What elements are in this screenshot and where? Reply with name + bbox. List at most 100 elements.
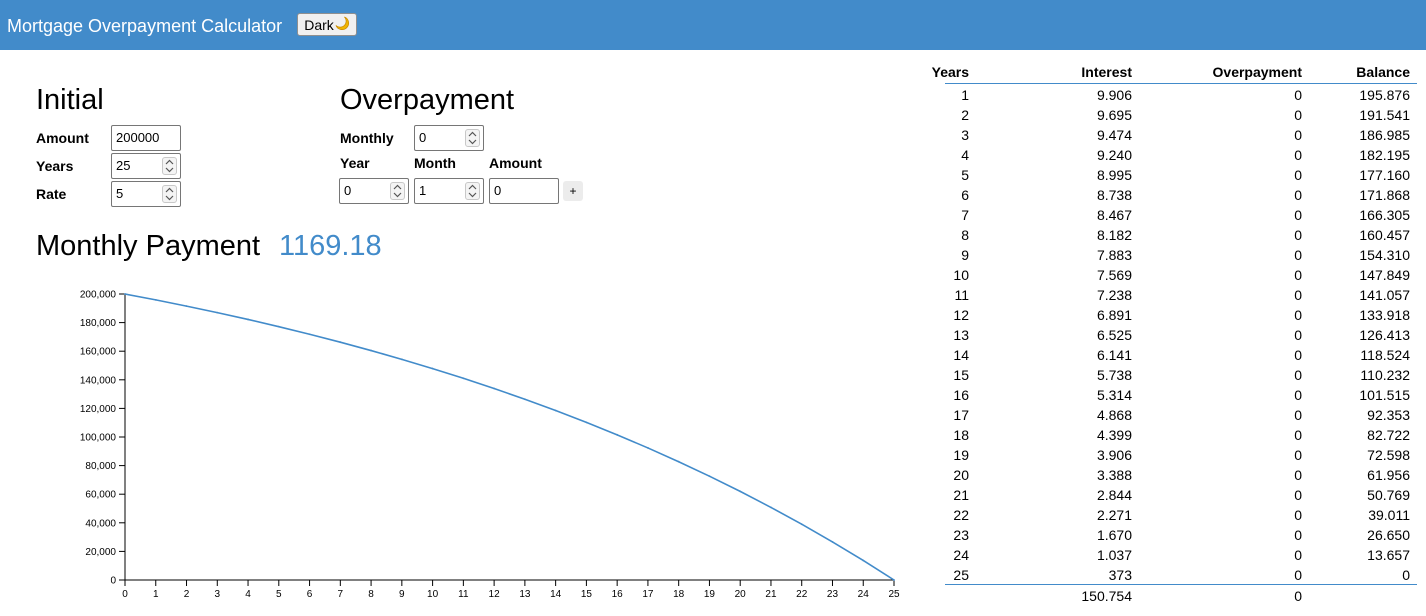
row-balance: 171.868 bbox=[1359, 187, 1410, 203]
row-years: 21 bbox=[953, 487, 969, 503]
table-row: 15 5.738 0 110.232 bbox=[945, 364, 1417, 384]
monthly-overpayment-input[interactable]: 0 bbox=[414, 125, 484, 151]
x-tick-label: 21 bbox=[765, 589, 777, 600]
y-tick-label: 140,000 bbox=[80, 375, 117, 386]
row-overpayment: 0 bbox=[1294, 127, 1302, 143]
overpayment-amount-value: 0 bbox=[494, 183, 502, 198]
row-years: 5 bbox=[961, 167, 969, 183]
table-row: 6 8.738 0 171.868 bbox=[945, 184, 1417, 204]
row-overpayment: 0 bbox=[1294, 427, 1302, 443]
x-tick-label: 11 bbox=[458, 589, 469, 600]
initial-heading: Initial bbox=[36, 84, 104, 116]
balance-data-point bbox=[185, 305, 188, 307]
row-overpayment: 0 bbox=[1294, 87, 1302, 103]
row-years: 22 bbox=[953, 507, 969, 523]
month-input[interactable]: 1 bbox=[414, 178, 484, 204]
x-tick-label: 2 bbox=[184, 589, 190, 600]
table-row: 12 6.891 0 133.918 bbox=[945, 304, 1417, 324]
header-interest: Interest bbox=[1081, 64, 1132, 80]
y-tick-label: 100,000 bbox=[80, 433, 117, 444]
row-years: 12 bbox=[953, 307, 969, 323]
x-tick-label: 13 bbox=[519, 589, 531, 600]
rate-input[interactable]: 5 bbox=[111, 181, 181, 207]
overpayment-amount-input[interactable]: 0 bbox=[489, 178, 559, 204]
row-balance: 26.650 bbox=[1367, 527, 1410, 543]
row-interest: 6.891 bbox=[1096, 307, 1132, 323]
row-overpayment: 0 bbox=[1294, 167, 1302, 183]
year-stepper-icon[interactable] bbox=[390, 182, 405, 200]
row-overpayment: 0 bbox=[1294, 287, 1302, 303]
balance-data-point bbox=[462, 377, 465, 380]
row-balance: 0 bbox=[1402, 567, 1410, 583]
table-row: 14 6.141 0 118.524 bbox=[945, 344, 1417, 364]
total-interest: 150.754 bbox=[1081, 588, 1132, 604]
row-years: 24 bbox=[953, 547, 969, 563]
x-tick-label: 6 bbox=[307, 589, 313, 600]
x-tick-label: 3 bbox=[214, 589, 220, 600]
x-tick-label: 22 bbox=[796, 589, 808, 600]
x-tick-label: 10 bbox=[427, 589, 439, 600]
overpayment-amount-label: Amount bbox=[489, 155, 542, 171]
table-body: 1 9.906 0 195.876 2 9.695 0 191.541 3 9.474 0 186.9… bbox=[945, 84, 1417, 584]
table-row: 19 3.906 0 72.598 bbox=[945, 444, 1417, 464]
row-balance: 72.598 bbox=[1367, 447, 1410, 463]
table-totals-row: 150.754 0 bbox=[945, 584, 1417, 605]
row-years: 18 bbox=[953, 427, 969, 443]
row-interest: 9.695 bbox=[1096, 107, 1132, 123]
balance-data-point bbox=[831, 540, 834, 543]
add-overpayment-button[interactable]: + bbox=[563, 181, 583, 201]
year-input[interactable]: 0 bbox=[339, 178, 409, 204]
balance-data-point bbox=[708, 475, 711, 478]
dark-mode-button[interactable]: Dark bbox=[297, 13, 357, 36]
years-stepper-icon[interactable] bbox=[162, 157, 177, 175]
x-tick-label: 20 bbox=[735, 589, 747, 600]
row-years: 25 bbox=[953, 567, 969, 583]
x-tick-label: 7 bbox=[338, 589, 344, 600]
balance-data-point bbox=[400, 358, 403, 361]
monthly-overpayment-value: 0 bbox=[419, 130, 427, 145]
amount-input[interactable]: 200000 bbox=[111, 125, 181, 151]
row-interest: 4.868 bbox=[1096, 407, 1132, 423]
row-years: 23 bbox=[953, 527, 969, 543]
balance-data-point bbox=[124, 293, 126, 295]
month-stepper-icon[interactable] bbox=[465, 182, 480, 200]
row-balance: 92.353 bbox=[1367, 407, 1410, 423]
row-overpayment: 0 bbox=[1294, 227, 1302, 243]
table-row: 7 8.467 0 166.305 bbox=[945, 204, 1417, 224]
row-balance: 141.057 bbox=[1359, 287, 1410, 303]
table-row: 3 9.474 0 186.985 bbox=[945, 124, 1417, 144]
row-overpayment: 0 bbox=[1294, 387, 1302, 403]
y-tick-label: 200,000 bbox=[80, 290, 117, 301]
row-overpayment: 0 bbox=[1294, 207, 1302, 223]
month-label: Month bbox=[414, 155, 456, 171]
row-interest: 8.738 bbox=[1096, 187, 1132, 203]
row-years: 4 bbox=[961, 147, 969, 163]
overpayment-heading: Overpayment bbox=[340, 84, 515, 116]
balance-data-point bbox=[739, 490, 742, 493]
balance-data-point bbox=[523, 398, 526, 401]
monthly-payment-value: 1169.18 bbox=[279, 230, 382, 262]
y-tick-label: 120,000 bbox=[80, 404, 117, 415]
balance-data-point bbox=[616, 433, 619, 436]
row-interest: 5.738 bbox=[1096, 367, 1132, 383]
years-label: Years bbox=[36, 158, 74, 174]
balance-chart: 0 20,000 40,000 60,000 80,000 100,000 120,000 1… bbox=[80, 290, 900, 601]
row-years: 14 bbox=[953, 347, 969, 363]
years-input[interactable]: 25 bbox=[111, 153, 181, 179]
app-header: Mortgage Overpayment Calculator Dark bbox=[0, 0, 1426, 50]
month-value: 1 bbox=[419, 183, 427, 198]
row-balance: 61.956 bbox=[1367, 467, 1410, 483]
y-tick-label: 40,000 bbox=[85, 518, 116, 529]
table-row: 16 5.314 0 101.515 bbox=[945, 384, 1417, 404]
x-tick-label: 16 bbox=[612, 589, 624, 600]
row-interest: 1.670 bbox=[1096, 527, 1132, 543]
row-years: 2 bbox=[961, 107, 969, 123]
rate-stepper-icon[interactable] bbox=[162, 185, 177, 203]
row-years: 20 bbox=[953, 467, 969, 483]
monthly-stepper-icon[interactable] bbox=[465, 129, 480, 147]
table-row: 8 8.182 0 160.457 bbox=[945, 224, 1417, 244]
table-row: 4 9.240 0 182.195 bbox=[945, 144, 1417, 164]
balance-data-point bbox=[800, 523, 803, 526]
y-tick-label: 160,000 bbox=[80, 347, 117, 358]
row-overpayment: 0 bbox=[1294, 507, 1302, 523]
